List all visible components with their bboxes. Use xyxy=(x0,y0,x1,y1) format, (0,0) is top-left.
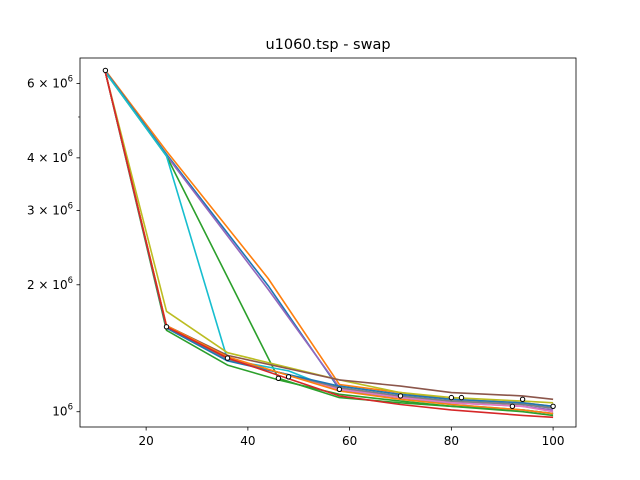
series-line-8 xyxy=(104,72,554,401)
x-tick-label: 80 xyxy=(444,434,459,448)
data-marker xyxy=(275,375,282,381)
data-marker xyxy=(519,396,526,402)
x-tick-label: 40 xyxy=(240,434,255,448)
plot-frame xyxy=(79,57,577,428)
axis-layer: 20 40 60 80 100 106 2 × 106 3 × 106 4 × 106 6 × 1… xyxy=(27,75,565,448)
data-marker xyxy=(458,394,465,401)
data-marker xyxy=(550,403,556,409)
data-marker xyxy=(163,324,170,330)
y-tick-label: 2 × 106 xyxy=(27,276,73,292)
series-line-6 xyxy=(104,71,554,415)
series-line-9 xyxy=(104,72,554,413)
series-line-13 xyxy=(104,72,554,419)
series-line-1 xyxy=(104,69,554,408)
marker-layer xyxy=(102,67,556,409)
x-tick-label: 20 xyxy=(138,434,153,448)
x-tick-label: 60 xyxy=(342,434,357,448)
y-tick-label: 6 × 106 xyxy=(27,75,73,91)
series-line-5 xyxy=(104,72,554,417)
y-tick-label: 3 × 106 xyxy=(27,202,73,218)
data-marker xyxy=(397,393,404,399)
y-tick-label: 106 xyxy=(52,403,73,419)
y-tick-label: 4 × 106 xyxy=(27,149,73,165)
series-line-10 xyxy=(104,72,554,409)
series-line-4 xyxy=(104,71,554,415)
data-marker xyxy=(509,403,516,409)
series-line-3 xyxy=(104,71,554,411)
series-line-12 xyxy=(104,72,554,415)
data-marker xyxy=(102,67,109,74)
data-marker xyxy=(448,394,455,401)
series-line-7 xyxy=(104,72,554,404)
data-marker xyxy=(285,374,292,380)
chart-title: u1060.tsp - swap xyxy=(265,37,390,53)
series-layer xyxy=(104,69,554,419)
series-line-11 xyxy=(104,72,554,408)
series-line-2 xyxy=(104,70,554,409)
data-marker xyxy=(224,355,231,361)
data-marker xyxy=(336,386,343,392)
x-tick-label: 100 xyxy=(542,434,565,448)
